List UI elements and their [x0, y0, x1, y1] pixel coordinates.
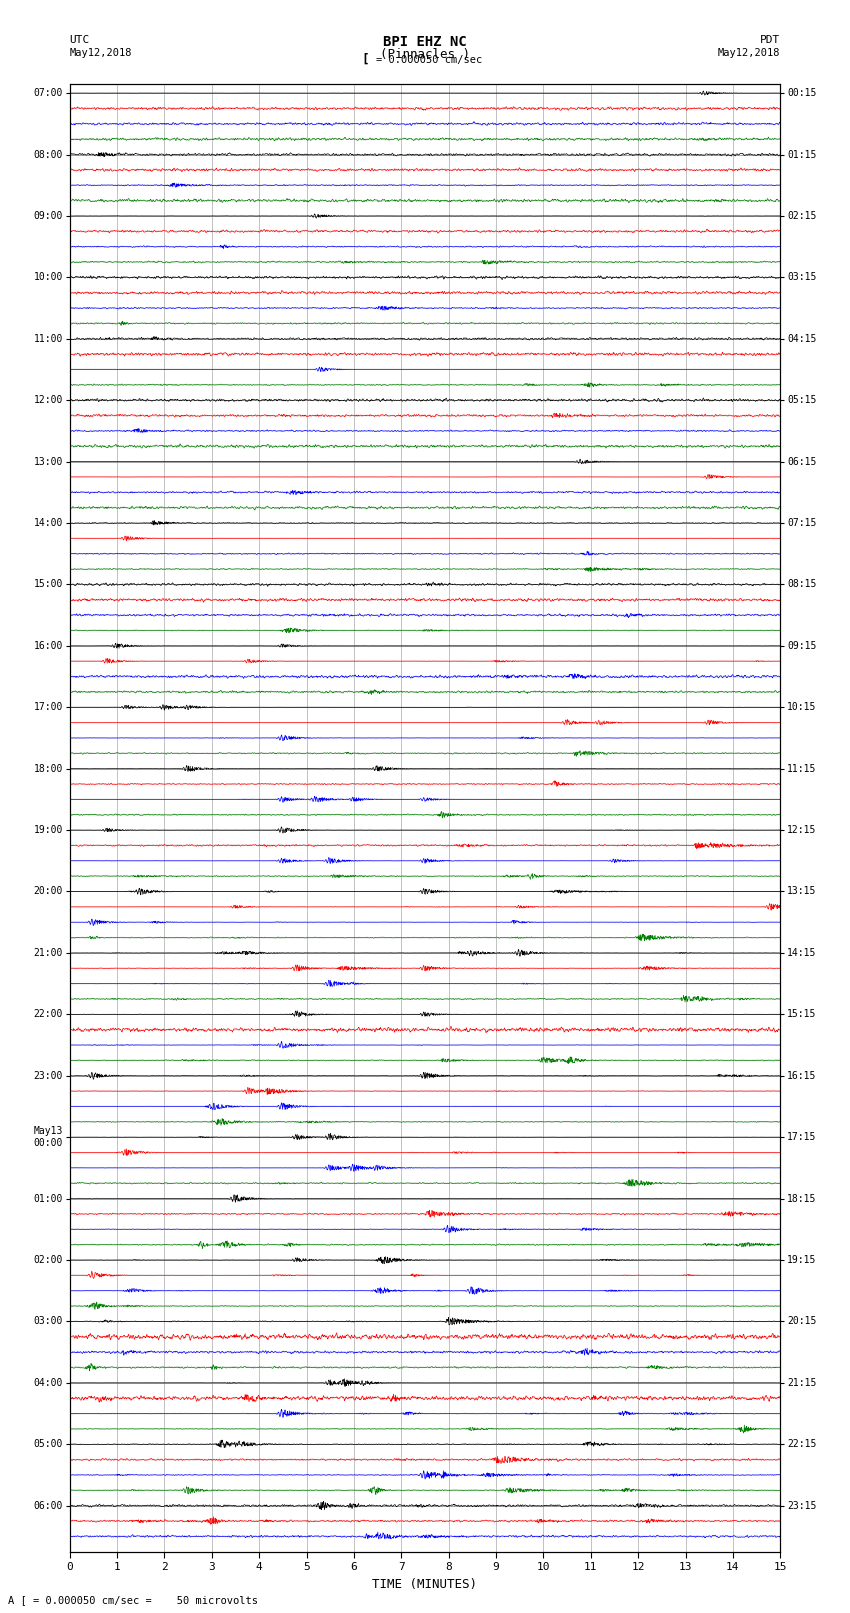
Text: BPI EHZ NC: BPI EHZ NC	[383, 35, 467, 50]
Text: May12,2018: May12,2018	[70, 48, 133, 58]
Text: A [ = 0.000050 cm/sec =    50 microvolts: A [ = 0.000050 cm/sec = 50 microvolts	[8, 1595, 258, 1605]
Text: = 0.000050 cm/sec: = 0.000050 cm/sec	[376, 55, 482, 65]
Text: (Pinnacles ): (Pinnacles )	[380, 48, 470, 61]
X-axis label: TIME (MINUTES): TIME (MINUTES)	[372, 1578, 478, 1590]
Text: PDT: PDT	[760, 35, 780, 45]
Text: May12,2018: May12,2018	[717, 48, 780, 58]
Text: UTC: UTC	[70, 35, 90, 45]
Text: [: [	[362, 53, 369, 66]
